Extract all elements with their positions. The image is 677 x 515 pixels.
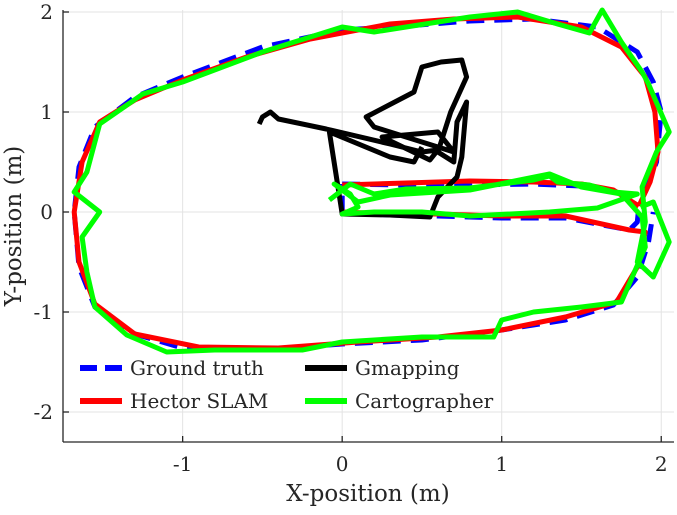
series-line-cartographer xyxy=(71,7,672,355)
y-tick-label: 2 xyxy=(40,0,53,24)
y-tick-label: -1 xyxy=(34,300,53,324)
legend-label-hector-slam: Hector SLAM xyxy=(130,389,268,413)
legend: Ground truth Gmapping Hector SLAM Cartograp… xyxy=(80,356,494,413)
x-tick-label: 2 xyxy=(655,452,668,476)
y-axis-label: Y-position (m) xyxy=(1,146,27,307)
legend-label-cartographer: Cartographer xyxy=(355,389,494,413)
x-tick-label: 1 xyxy=(495,452,508,476)
series-line-hector-slam xyxy=(71,14,661,351)
legend-label-ground-truth: Ground truth xyxy=(130,356,264,380)
legend-label-gmapping: Gmapping xyxy=(355,356,460,380)
series-layer xyxy=(71,7,672,355)
x-axis-label: X-position (m) xyxy=(286,481,449,507)
plot-background xyxy=(63,10,674,442)
series-line-gmapping xyxy=(256,57,470,220)
x-tick-label: 0 xyxy=(336,452,349,476)
axis-layer: -1 0 1 2 -2 -1 0 1 2 xyxy=(34,0,674,476)
y-tick-label: -2 xyxy=(34,400,53,424)
y-tick-label: 1 xyxy=(40,100,53,124)
y-tick-label: 0 xyxy=(40,200,53,224)
x-tick-label: -1 xyxy=(173,452,192,476)
